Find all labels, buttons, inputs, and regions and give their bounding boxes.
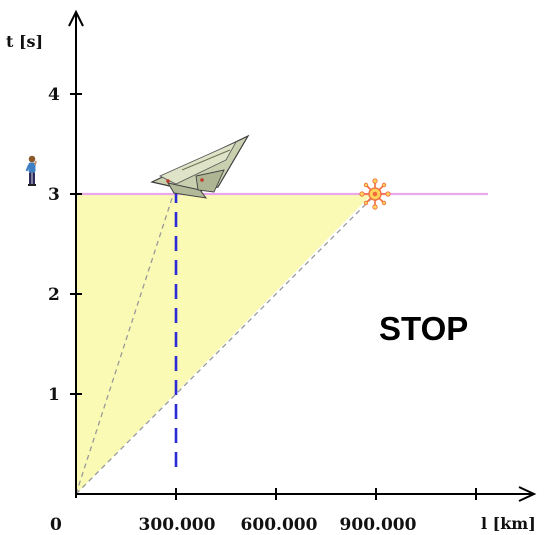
jet-plane-icon <box>150 134 250 199</box>
origin-label: 0 <box>50 515 62 535</box>
stop-label: STOP <box>379 310 468 347</box>
x-tick-label-900000: 900.000 <box>340 515 417 535</box>
person-observer-icon <box>25 155 37 186</box>
y-tick-label-2: 2 <box>48 285 60 305</box>
light-line-to-flash <box>75 197 373 495</box>
y-axis-arrow <box>68 9 84 27</box>
y-tick-label-1: 1 <box>48 385 60 405</box>
x-axis-arrow <box>518 486 537 502</box>
x-axis-label: l [km] <box>481 514 536 533</box>
x-tick-label-300000: 300.000 <box>139 515 216 535</box>
light-flash-icon <box>359 178 391 210</box>
light-cone-region <box>76 194 372 494</box>
y-tick-label-3: 3 <box>48 185 60 205</box>
y-tick-label-4: 4 <box>48 85 60 105</box>
x-tick-label-600000: 600.000 <box>241 515 318 535</box>
y-axis-label: t [s] <box>6 32 43 51</box>
